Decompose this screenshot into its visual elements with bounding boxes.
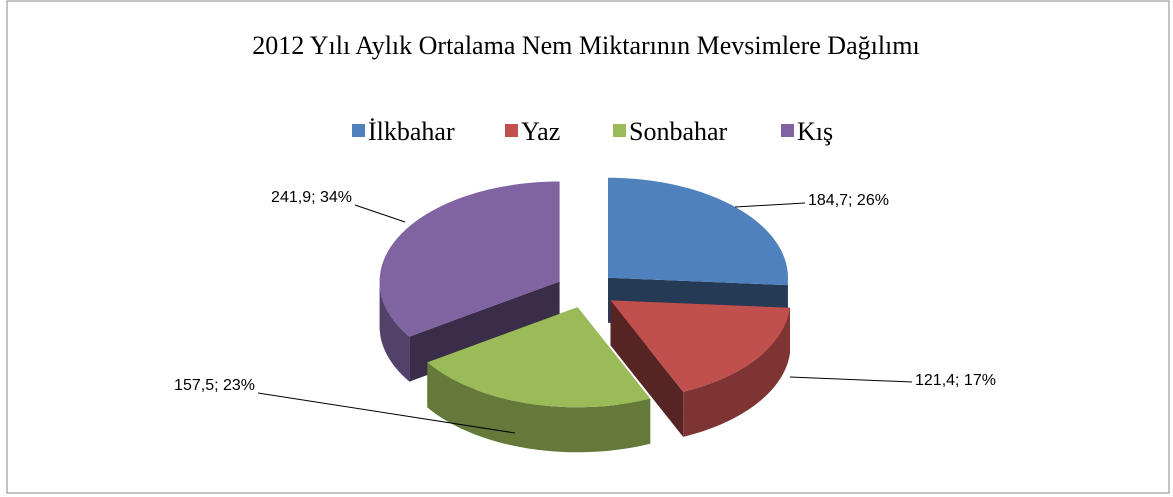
leader-line xyxy=(734,202,806,208)
slice-side xyxy=(683,307,791,437)
data-label: 121,4; 17% xyxy=(915,372,996,389)
legend-swatch xyxy=(352,124,365,137)
legend-swatch xyxy=(781,124,794,137)
leader-line xyxy=(789,376,913,383)
chart-title: 2012 Yılı Aylık Ortalama Nem Miktarının … xyxy=(252,31,919,60)
data-label: 157,5; 23% xyxy=(174,377,255,394)
legend-label: İlkbahar xyxy=(368,117,455,146)
slice-wall xyxy=(610,300,684,437)
slice xyxy=(427,307,651,408)
legend-label: Yaz xyxy=(521,117,560,146)
slice xyxy=(607,177,788,286)
legend-label: Kış xyxy=(797,117,833,146)
slice xyxy=(379,181,560,337)
legend-label: Sonbahar xyxy=(629,117,728,146)
leader-line xyxy=(354,204,406,223)
slice xyxy=(610,300,791,392)
leader-line xyxy=(257,392,516,434)
data-label: 184,7; 26% xyxy=(808,192,889,209)
slice-side xyxy=(379,281,410,382)
slice-side xyxy=(427,362,651,453)
legend-swatch xyxy=(505,124,518,137)
data-label: 241,9; 34% xyxy=(271,189,352,206)
legend-swatch xyxy=(613,124,626,137)
